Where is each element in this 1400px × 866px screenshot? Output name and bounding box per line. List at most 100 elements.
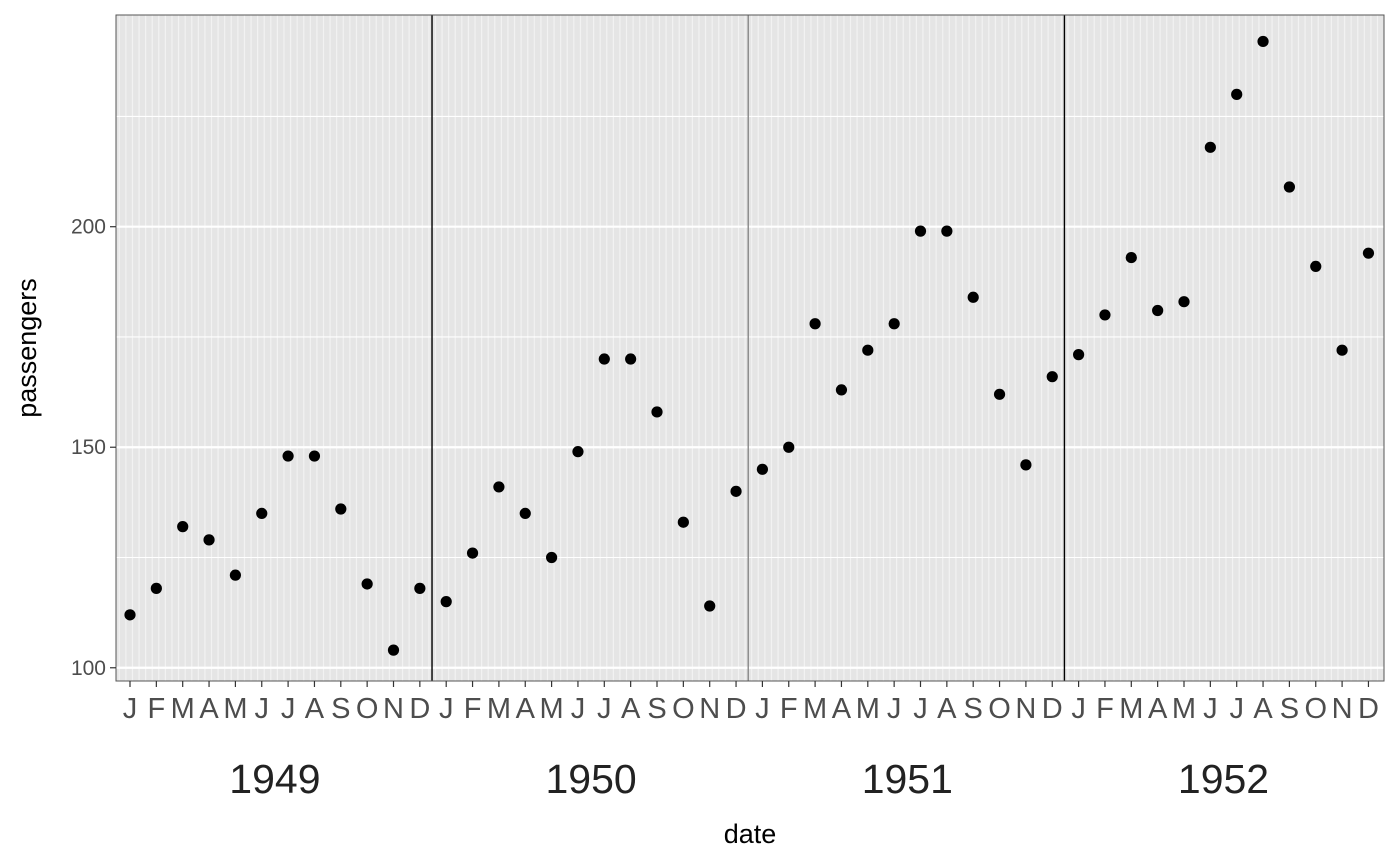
- x-tick-month-label: D: [726, 693, 747, 725]
- x-tick-month-label: J: [913, 693, 928, 725]
- x-tick-month-label: A: [199, 693, 219, 725]
- data-point: [256, 507, 268, 519]
- x-tick-month-label: N: [699, 693, 720, 725]
- x-tick-month-label: J: [1229, 693, 1244, 725]
- y-axis-title: passengers: [12, 278, 42, 418]
- x-tick-month-label: M: [540, 693, 564, 725]
- data-point: [1362, 247, 1375, 259]
- x-tick-month-label: M: [487, 693, 511, 725]
- data-point: [1152, 304, 1164, 317]
- data-point: [440, 596, 452, 608]
- x-tick-month-label: J: [281, 693, 296, 725]
- data-point: [993, 388, 1006, 400]
- x-tick-month-label: M: [171, 693, 195, 725]
- x-tick-month-label: A: [516, 693, 536, 725]
- x-tick-month-label: D: [1042, 693, 1063, 725]
- data-point: [1231, 88, 1243, 100]
- x-tick-month-label: J: [1071, 693, 1086, 725]
- data-point: [967, 291, 979, 303]
- data-point: [203, 534, 215, 546]
- x-tick-month-label: J: [439, 693, 454, 725]
- x-tick-month-label: A: [305, 693, 325, 725]
- data-point: [387, 644, 400, 656]
- x-tick-month-label: N: [1332, 693, 1353, 725]
- panel-border: [115, 14, 1385, 682]
- x-tick-month-label: F: [1096, 693, 1114, 725]
- data-point: [888, 318, 900, 330]
- x-tick-month-label: M: [1172, 693, 1196, 725]
- major-gridlines: [116, 115, 1384, 669]
- x-axis-title: date: [724, 819, 777, 849]
- data-point: [783, 441, 795, 453]
- data-point: [1204, 141, 1216, 153]
- year-separators: [431, 15, 1066, 681]
- panel-background: [116, 15, 1384, 681]
- x-year-label: 1951: [862, 756, 953, 802]
- x-tick-month-label: M: [1119, 693, 1143, 725]
- x-tick-month-label: S: [331, 693, 350, 725]
- x-tick-month-label: A: [1253, 693, 1273, 725]
- x-tick-month-label: M: [223, 693, 247, 725]
- data-point: [1336, 344, 1348, 356]
- x-tick-month-label: M: [803, 693, 827, 725]
- x-year-label: 1952: [1178, 756, 1269, 802]
- x-tick-month-label: J: [255, 693, 270, 725]
- x-tick-month-label: J: [597, 693, 612, 725]
- data-point: [361, 578, 373, 590]
- minor-gridlines: [118, 15, 1379, 681]
- data-point: [282, 450, 294, 462]
- x-tick-month-label: F: [780, 693, 798, 725]
- x-tick-month-label: N: [1015, 693, 1036, 725]
- data-point: [1310, 260, 1322, 272]
- data-point: [704, 600, 716, 612]
- x-tick-month-label: S: [964, 693, 983, 725]
- x-tick-month-label: D: [409, 693, 430, 725]
- data-point: [941, 225, 953, 237]
- x-tick-month-label: S: [647, 693, 666, 725]
- data-point: [1020, 459, 1032, 471]
- data-point: [519, 507, 531, 519]
- data-point: [150, 582, 162, 594]
- data-point: [1099, 309, 1111, 321]
- x-tick-month-label: M: [856, 693, 880, 725]
- x-tick-month-label: J: [755, 693, 770, 725]
- data-point: [862, 344, 874, 356]
- x-tick-month-label: A: [1148, 693, 1168, 725]
- y-tick-label: 200: [71, 216, 106, 239]
- data-point: [177, 521, 189, 533]
- data-point: [598, 353, 610, 365]
- x-tick-month-label: J: [571, 693, 586, 725]
- data-point: [493, 481, 505, 493]
- x-tick-month-label: A: [621, 693, 641, 725]
- data-point: [335, 503, 347, 515]
- x-tick-month-label: O: [1304, 693, 1327, 725]
- x-year-label: 1949: [229, 756, 320, 802]
- data-point: [229, 569, 241, 581]
- data-point: [1283, 181, 1295, 193]
- data-point: [124, 609, 136, 621]
- data-point: [835, 384, 848, 396]
- data-point: [1073, 349, 1085, 361]
- x-tick-month-label: J: [123, 693, 138, 725]
- x-tick-month-label: O: [988, 693, 1011, 725]
- x-tick-month-label: O: [356, 693, 379, 725]
- y-axis: 100 150 200: [71, 216, 116, 680]
- data-point: [466, 547, 479, 559]
- x-tick-month-label: J: [1203, 693, 1218, 725]
- x-tick-month-label: O: [672, 693, 695, 725]
- data-point: [756, 463, 769, 475]
- data-point: [546, 551, 558, 564]
- y-tick-label: 150: [71, 436, 106, 459]
- x-tick-month-label: A: [937, 693, 957, 725]
- x-tick-month-label: D: [1358, 693, 1379, 725]
- data-point: [1257, 35, 1269, 48]
- data-point: [809, 318, 821, 330]
- data-point: [1046, 371, 1058, 383]
- data-point: [677, 516, 689, 528]
- data-point: [651, 406, 663, 418]
- data-point: [625, 353, 637, 365]
- x-tick-month-label: F: [464, 693, 482, 725]
- x-tick-month-label: A: [832, 693, 852, 725]
